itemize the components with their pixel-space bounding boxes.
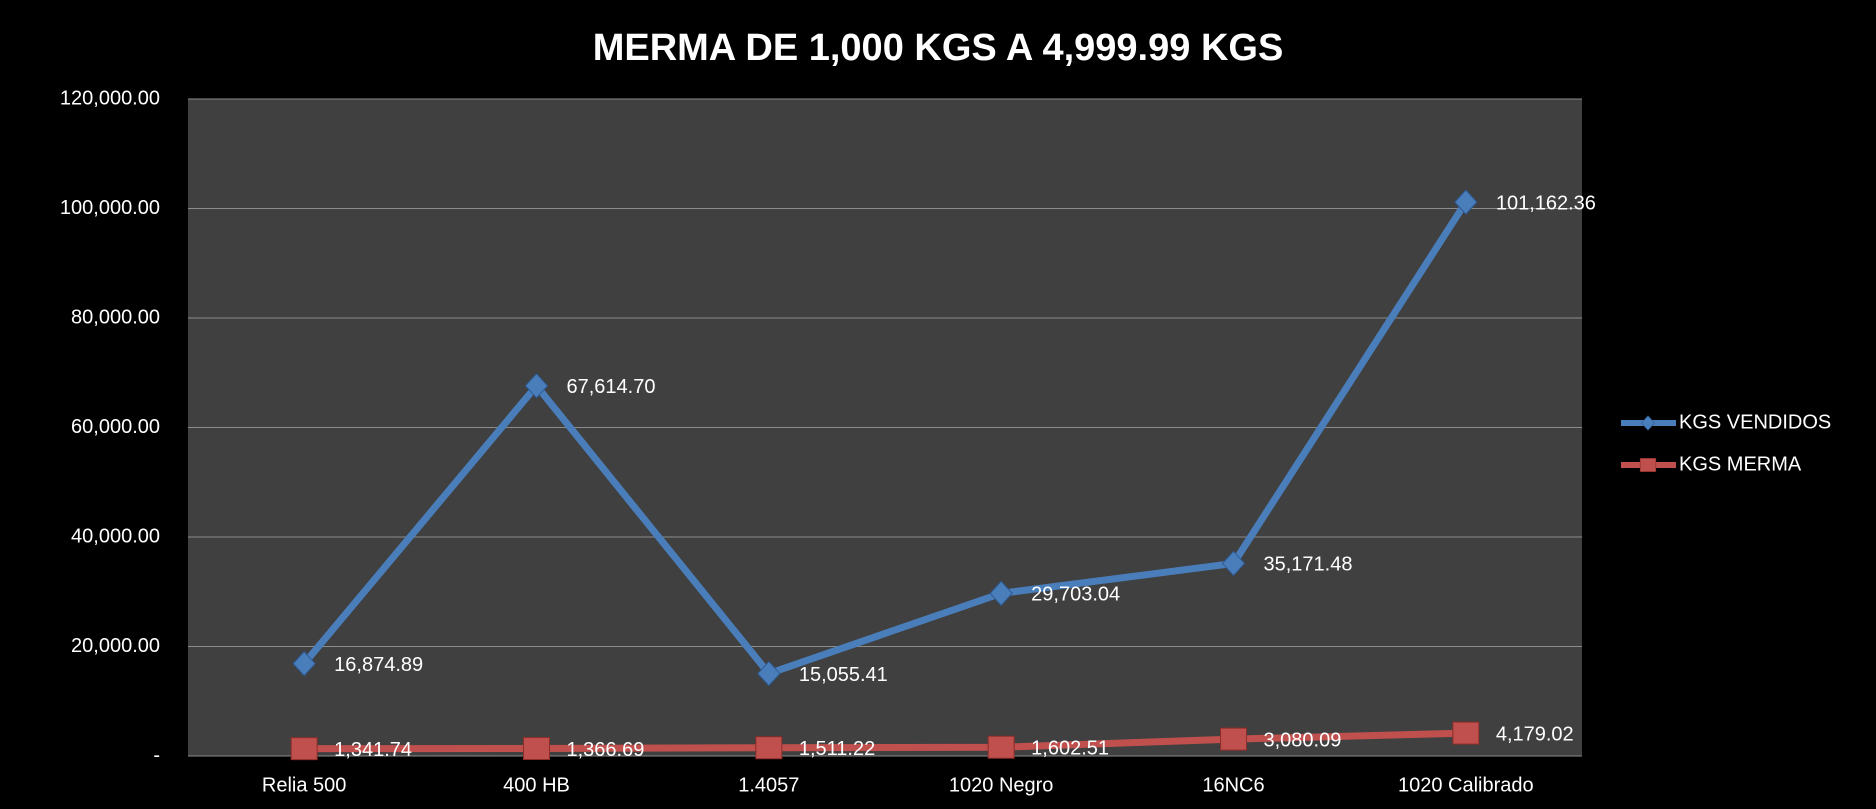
data-label: 3,080.09	[1264, 729, 1342, 751]
x-tick-label: 16NC6	[1202, 774, 1264, 796]
marker	[987, 735, 1015, 759]
marker	[292, 650, 316, 677]
marker	[1452, 721, 1480, 745]
data-label: 1,366.69	[567, 739, 645, 761]
y-tick-label: 80,000.00	[71, 306, 160, 328]
marker	[1220, 727, 1247, 751]
x-tick-label: 1020 Negro	[949, 774, 1054, 796]
marker	[1454, 189, 1478, 215]
marker	[757, 660, 781, 687]
x-tick-label: 1020 Calibrado	[1398, 774, 1534, 796]
marker	[523, 737, 550, 761]
x-tick-label: Relia 500	[262, 774, 347, 796]
y-tick-label: 60,000.00	[71, 416, 160, 438]
y-tick-label: 120,000.00	[60, 87, 160, 109]
legend-label: KGS VENDIDOS	[1679, 411, 1831, 433]
y-tick-label: -	[153, 744, 160, 766]
marker	[290, 737, 318, 761]
data-label: 4,179.02	[1496, 723, 1574, 745]
marker	[989, 580, 1013, 607]
data-label: 35,171.48	[1264, 554, 1353, 576]
legend-label: KGS MERMA	[1679, 453, 1802, 475]
marker	[1221, 550, 1246, 577]
marker	[755, 736, 783, 760]
x-tick-label: 400 HB	[503, 774, 570, 796]
chart-title: MERMA DE 1,000 KGS A 4,999.99 KGS	[593, 27, 1284, 69]
data-label: 16,874.89	[334, 654, 423, 676]
data-label: 15,055.41	[799, 664, 888, 686]
y-tick-label: 40,000.00	[71, 525, 160, 547]
legend-marker	[1639, 458, 1657, 472]
y-tick-label: 20,000.00	[71, 635, 160, 657]
series-line	[301, 200, 1469, 678]
data-label: 1,602.51	[1031, 738, 1109, 760]
data-label: 67,614.70	[567, 376, 656, 398]
data-label: 1,511.22	[799, 738, 875, 760]
data-label: 1,341.74	[334, 739, 412, 761]
legend-marker	[1640, 415, 1656, 431]
data-label: 29,703.04	[1031, 584, 1120, 606]
data-label: 101,162.36	[1496, 192, 1596, 214]
marker	[524, 373, 549, 399]
y-tick-label: 100,000.00	[60, 197, 160, 219]
x-tick-label: 1.4057	[738, 774, 799, 796]
series-line	[304, 729, 1466, 753]
